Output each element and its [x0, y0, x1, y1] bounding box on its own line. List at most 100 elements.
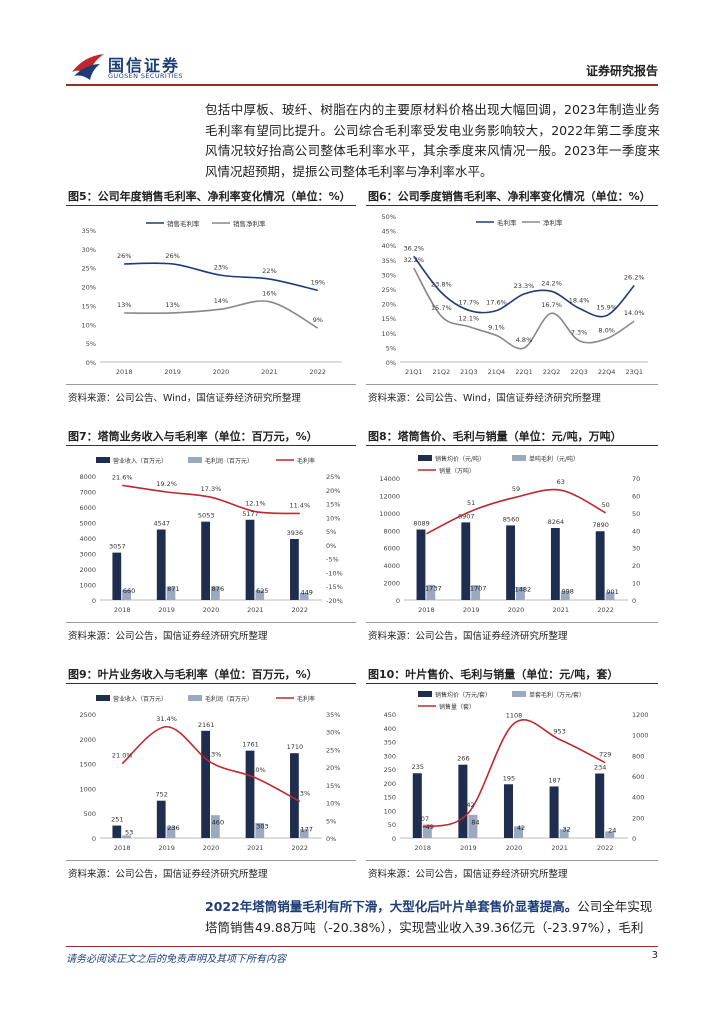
series-line — [122, 484, 300, 515]
bar-data-label: 1761 — [242, 741, 259, 749]
y2-tick-label: 30% — [326, 729, 340, 737]
x-tick-label: 22Q3 — [570, 368, 588, 376]
fig6-source: 资料来源：公司公告、Wind，国信证券经济研究所整理 — [368, 393, 601, 404]
line-data-label: 63 — [557, 478, 565, 486]
bar — [299, 829, 309, 838]
y2-tick-label: 5% — [326, 528, 336, 536]
x-tick-label: 2021 — [247, 844, 264, 852]
bar-data-label: 5053 — [198, 512, 215, 520]
bottom-text: 公司全年实现塔筒销售49.88万吨（-20.38%），实现营业收入39.36亿元… — [205, 899, 653, 935]
x-tick-label: 21Q3 — [460, 368, 478, 376]
bar-data-label: 1482 — [515, 586, 532, 594]
bar — [156, 529, 166, 600]
y2-tick-label: 15% — [326, 782, 340, 790]
y-tick-label: 6000 — [79, 504, 96, 512]
fig10-chart: 0 50 100 150 200 250 300 350 400 450 0 200 400 600 800… — [384, 691, 649, 852]
bar-data-label: 53 — [125, 829, 133, 837]
y2-tick-label: -5% — [326, 556, 339, 564]
bar-data-label: 24 — [608, 827, 616, 835]
y-tick-label: 0% — [86, 359, 96, 367]
bar — [560, 591, 570, 600]
bar-data-label: 449 — [300, 589, 312, 597]
bar — [112, 825, 122, 838]
data-label: 23.3% — [514, 282, 535, 290]
y2-tick-label: 1000 — [632, 732, 649, 740]
bar-data-label: 2161 — [198, 721, 215, 729]
y-tick-label: 0% — [386, 359, 396, 367]
x-tick-label: 2021 — [247, 606, 264, 614]
data-label: 24.2% — [541, 279, 562, 287]
x-tick-label: 2022 — [292, 844, 309, 852]
y-tick-label: 5% — [386, 344, 396, 352]
y-tick-label: 0 — [92, 597, 96, 605]
bar-data-label: 1737 — [425, 584, 442, 592]
legend-label: 单套毛利（万元/套） — [529, 691, 585, 699]
fig6-chart: 0% 5% 10% 15% 20% 25% 30% 35% 40% 45% 50% 21Q1 21Q2 2… — [382, 213, 648, 376]
legend-swatch — [96, 695, 110, 701]
bar-data-label: 32 — [562, 826, 570, 834]
bar — [426, 584, 436, 600]
x-tick-label: 2020 — [203, 606, 220, 614]
bar-data-label: 1710 — [287, 743, 304, 751]
y-tick-label: 4000 — [79, 535, 96, 543]
line-data-label: 21.3% — [201, 751, 222, 759]
y-tick-label: 25% — [382, 286, 396, 294]
y2-tick-label: 5% — [326, 817, 336, 825]
x-tick-label: 2020 — [508, 606, 525, 614]
legend-label: 毛利润（百万元） — [205, 457, 253, 465]
y-tick-label: 10000 — [379, 510, 400, 518]
data-label: 17.7% — [459, 298, 480, 306]
fig8-chart: 0 2000 4000 6000 8000 10000 12000 14000 0 10 20 30 4… — [379, 455, 640, 614]
y-tick-label: 30% — [382, 271, 396, 279]
fig7-title: 图7：塔筒业务收入与毛利率（单位：百万元，%） — [68, 430, 318, 443]
logo-mark-icon — [72, 54, 104, 80]
series-line — [124, 262, 318, 292]
y-tick-label: 1500 — [79, 761, 96, 769]
bar — [416, 529, 426, 600]
y-tick-label: 25% — [82, 265, 96, 273]
x-tick-label: 2018 — [418, 606, 435, 614]
bar — [422, 824, 432, 838]
data-label: 16% — [262, 290, 276, 298]
data-label: 16.7% — [541, 301, 562, 309]
y2-tick-label: 70 — [632, 475, 640, 483]
y2-tick-label: 600 — [632, 773, 644, 781]
bar-data-label: 236 — [167, 824, 179, 832]
fig6-title: 图6：公司季度销售毛利率、净利率变化情况（单位：%） — [368, 190, 651, 203]
y-tick-label: 45% — [382, 228, 396, 236]
bar — [156, 800, 166, 838]
y2-tick-label: 35% — [326, 711, 340, 719]
line-data-label: 31.4% — [156, 715, 177, 723]
y2-tick-label: 200 — [632, 814, 644, 822]
legend-label: 毛利率 — [297, 695, 315, 703]
report-type-label: 证券研究报告 — [585, 64, 658, 78]
header-divider — [66, 84, 658, 86]
data-label: 23.8% — [431, 281, 452, 289]
bar — [503, 784, 513, 838]
bar — [245, 750, 255, 838]
bar — [516, 587, 525, 600]
series-line — [124, 300, 319, 329]
legend-label: 毛利率 — [297, 457, 315, 465]
bar-data-label: 42 — [517, 824, 525, 832]
data-label: 36.2% — [403, 244, 424, 252]
x-tick-label: 2019 — [463, 606, 480, 614]
x-tick-label: 2022 — [310, 368, 327, 376]
y-tick-label: 0 — [92, 835, 96, 843]
bar — [290, 538, 299, 600]
bar-data-label: 7890 — [592, 521, 609, 529]
data-label: 4.8% — [516, 336, 533, 344]
data-label: 7.3% — [571, 329, 588, 337]
bottom-highlight: 2022年塔筒销量毛利有所下滑，大型化后叶片单套售价显著提高。 — [205, 899, 578, 914]
y2-tick-label: 30 — [632, 545, 640, 553]
y2-tick-label: -10% — [326, 569, 343, 577]
y-tick-label: 1000 — [79, 582, 96, 590]
bottom-paragraph: 2022年塔筒销量毛利有所下滑，大型化后叶片单套售价显著提高。公司全年实现塔筒销… — [205, 896, 660, 938]
y2-tick-label: 0% — [326, 835, 336, 843]
bar — [471, 585, 481, 600]
legend-label: 销量（万吨） — [439, 467, 475, 475]
data-label: 13% — [165, 301, 179, 309]
y-tick-label: 2000 — [79, 736, 96, 744]
y-tick-label: 250 — [384, 766, 396, 774]
x-tick-label: 2019 — [460, 844, 477, 852]
